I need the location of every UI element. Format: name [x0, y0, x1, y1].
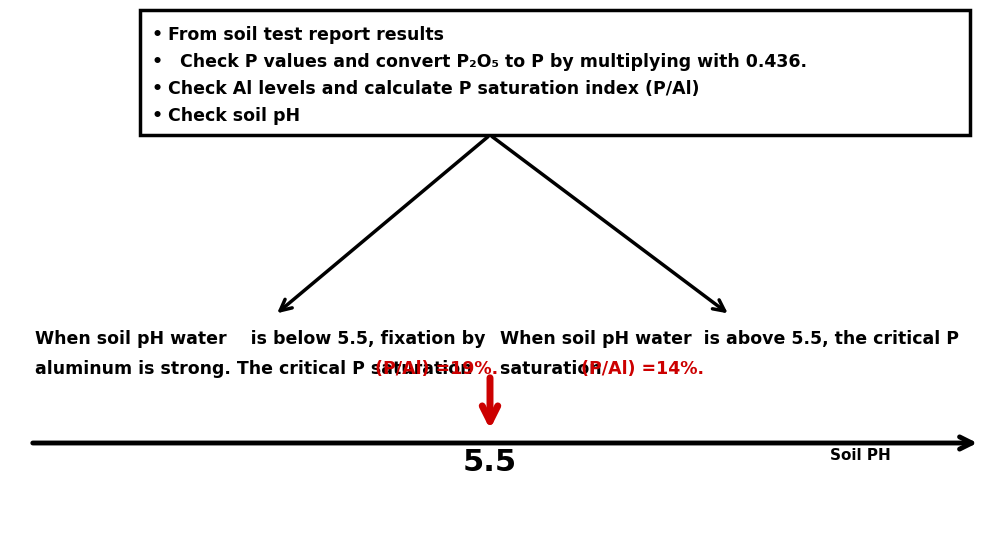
Text: Check P values and convert P₂O₅ to P by multiplying with 0.436.: Check P values and convert P₂O₅ to P by … — [168, 53, 807, 71]
Text: •: • — [152, 80, 163, 98]
Text: Check soil pH: Check soil pH — [168, 107, 300, 125]
Text: saturation: saturation — [500, 360, 608, 378]
Text: 5.5: 5.5 — [463, 448, 517, 477]
Text: When soil pH water  is above 5.5, the critical P: When soil pH water is above 5.5, the cri… — [500, 330, 959, 348]
Text: (P/Al) =14%.: (P/Al) =14%. — [581, 360, 704, 378]
Text: (P/Al) =19%.: (P/Al) =19%. — [375, 360, 499, 378]
Text: When soil pH water    is below 5.5, fixation by: When soil pH water is below 5.5, fixatio… — [35, 330, 486, 348]
Text: Check Al levels and calculate P saturation index (P/Al): Check Al levels and calculate P saturati… — [168, 80, 700, 98]
Text: Soil PH: Soil PH — [830, 448, 890, 463]
Text: aluminum is strong. The critical P saturation: aluminum is strong. The critical P satur… — [35, 360, 479, 378]
Text: From soil test report results: From soil test report results — [168, 26, 444, 44]
Text: •: • — [152, 107, 163, 125]
Text: •: • — [152, 53, 163, 71]
Bar — [140, 10, 970, 135]
Text: •: • — [152, 26, 163, 44]
